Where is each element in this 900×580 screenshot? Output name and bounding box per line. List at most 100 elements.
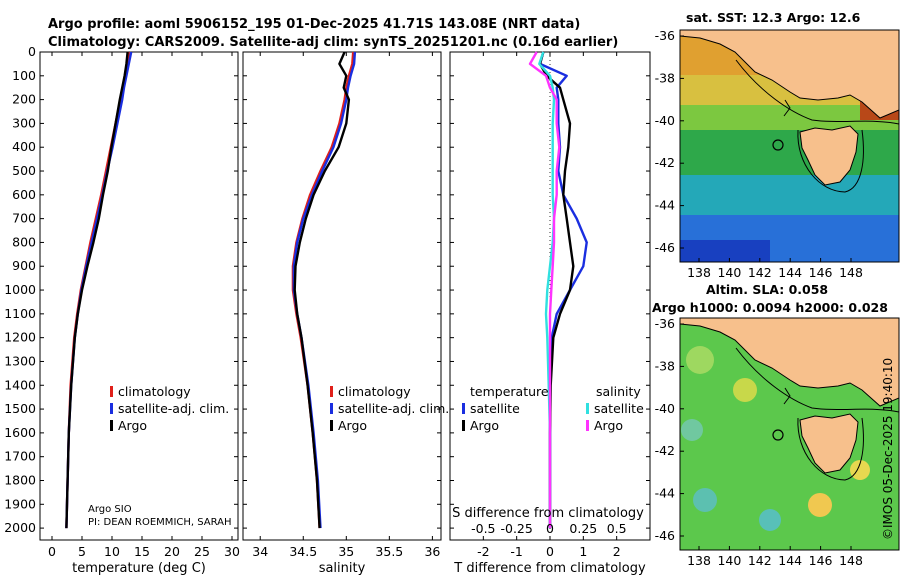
sla-eddy-6 <box>808 493 832 517</box>
map-y-tick-label: -36 <box>655 316 675 331</box>
map-y-tick-label: -38 <box>655 70 675 85</box>
sla-map <box>680 318 899 550</box>
map-x-tick-label: 138 <box>687 553 711 568</box>
y-tick-label: 1000 <box>4 282 36 297</box>
series-line-salinity-argo <box>528 51 561 529</box>
sla-argo-marker <box>772 429 784 441</box>
sst-cool-band <box>680 175 899 215</box>
x-tick-label: 35 <box>338 544 354 559</box>
sst-australia-mainland <box>680 30 899 119</box>
map-x-tick-label: 140 <box>717 265 741 280</box>
sla-eddy-4 <box>693 488 717 512</box>
x-tick-label: 2 <box>613 544 621 559</box>
y-tick-label: 1600 <box>4 425 36 440</box>
x-tick-label: 34 <box>252 544 268 559</box>
x-tick-label: 34.5 <box>289 544 317 559</box>
sla-map-axes: -36 -38 -40 -42 -44 -46 138 140 142 144 146 148 <box>655 316 863 568</box>
y-tick-label: 500 <box>12 163 36 178</box>
salinity-difference-tick-label: 0.5 <box>607 521 627 536</box>
series-line-argo <box>65 51 129 529</box>
x-tick-label: 15 <box>134 544 150 559</box>
temperature-panel: 0100200300400500600700800900100011001200… <box>4 44 240 576</box>
sla-eddy-1 <box>686 346 714 374</box>
legend-label: climatology <box>338 384 411 399</box>
x-tick-label: 10 <box>104 544 120 559</box>
map-y-tick-label: -42 <box>655 443 675 458</box>
y-tick-label: 300 <box>12 115 36 130</box>
sst-map <box>680 30 899 262</box>
y-tick-label: 1500 <box>4 401 36 416</box>
y-tick-label: 0 <box>28 44 36 59</box>
sla-king-island <box>783 387 791 405</box>
y-tick-label: 1700 <box>4 449 36 464</box>
series-line-climatology <box>65 51 130 529</box>
map-y-tick-label: -40 <box>655 401 675 416</box>
sla-eddy-7 <box>850 460 870 480</box>
salinity-panel: 34 34.5 35 35.5 36 salinity climatology satelli… <box>242 51 449 576</box>
map-y-tick-label: -38 <box>655 358 675 373</box>
sst-coldest-patch <box>680 240 770 262</box>
figure-title-line1: Argo profile: aoml 5906152_195 01-Dec-20… <box>48 17 580 32</box>
legend-label: satellite-adj. clim. <box>118 401 229 416</box>
series-line-climatology <box>291 51 355 529</box>
legend-swatch <box>330 403 333 414</box>
sst-tasmania <box>799 125 859 186</box>
x-axis-label: T difference from climatology <box>453 561 646 576</box>
sla-eddy-2 <box>733 378 757 402</box>
sst-shelf-contour <box>735 59 899 125</box>
figure-title-line2: Climatology: CARS2009. Satellite-adj cli… <box>48 35 618 50</box>
legend-swatch <box>110 420 113 431</box>
x-axis-label: temperature (deg C) <box>72 561 206 576</box>
plot-frame <box>39 51 239 541</box>
legend-swatch <box>110 386 113 397</box>
map-x-tick-label: 142 <box>748 553 772 568</box>
x-tick-label: 20 <box>164 544 180 559</box>
x-tick-label: 30 <box>224 544 240 559</box>
x-tick-label: 0 <box>48 544 56 559</box>
sla-eddy-3 <box>681 419 703 441</box>
x-tick-label: 0 <box>546 544 554 559</box>
sst-map-frame <box>679 29 900 263</box>
difference-panel: -2 -1 0 1 2 T difference from climatology temp… <box>449 51 651 576</box>
y-tick-label: 1100 <box>4 306 36 321</box>
sst-king-island <box>783 99 791 117</box>
legend-swatch <box>330 386 333 397</box>
legend-label: Argo <box>594 418 623 433</box>
x-tick-label: 35.5 <box>375 544 403 559</box>
map-y-tick-label: -44 <box>655 198 675 213</box>
legend-swatch <box>586 420 589 431</box>
x-tick-label: -2 <box>477 544 489 559</box>
sla-eddy-5 <box>759 509 781 531</box>
sla-shelf-contour <box>735 347 899 413</box>
y-tick-label: 900 <box>12 258 36 273</box>
map-x-tick-label: 142 <box>748 265 772 280</box>
imos-watermark: ©IMOS 05-Dec-2025 19:40:10 <box>881 358 895 540</box>
sla-tasmania-contour <box>797 417 864 481</box>
legend-label: Argo <box>118 418 147 433</box>
map-x-tick-label: 148 <box>839 265 863 280</box>
legend-swatch <box>586 403 589 414</box>
salinity-difference-tick-label: -0.5 <box>471 521 495 536</box>
map-x-tick-label: 140 <box>717 553 741 568</box>
map-x-tick-label: 144 <box>778 265 802 280</box>
sst-map-title: sat. SST: 12.3 Argo: 12.6 <box>686 10 861 25</box>
y-tick-label: 200 <box>12 92 36 107</box>
series-line-argo <box>293 51 351 529</box>
y-tick-label: 1400 <box>4 377 36 392</box>
map-x-tick-label: 138 <box>687 265 711 280</box>
map-y-tick-label: -46 <box>655 528 675 543</box>
map-x-tick-label: 144 <box>778 553 802 568</box>
x-tick-label: 36 <box>424 544 440 559</box>
salinity-difference-tick-label: 0 <box>546 521 554 536</box>
legend-swatch <box>110 403 113 414</box>
legend-label: Argo <box>338 418 367 433</box>
sla-tasmania <box>799 413 859 474</box>
y-tick-label: 800 <box>12 234 36 249</box>
x-tick-label: -1 <box>510 544 522 559</box>
legend-label: Argo <box>470 418 499 433</box>
salinity-difference-axis-label: S difference from climatology <box>452 506 644 521</box>
x-tick-label: 25 <box>194 544 210 559</box>
map-y-tick-label: -36 <box>655 28 675 43</box>
legend-swatch <box>462 403 465 414</box>
y-tick-label: 1300 <box>4 353 36 368</box>
